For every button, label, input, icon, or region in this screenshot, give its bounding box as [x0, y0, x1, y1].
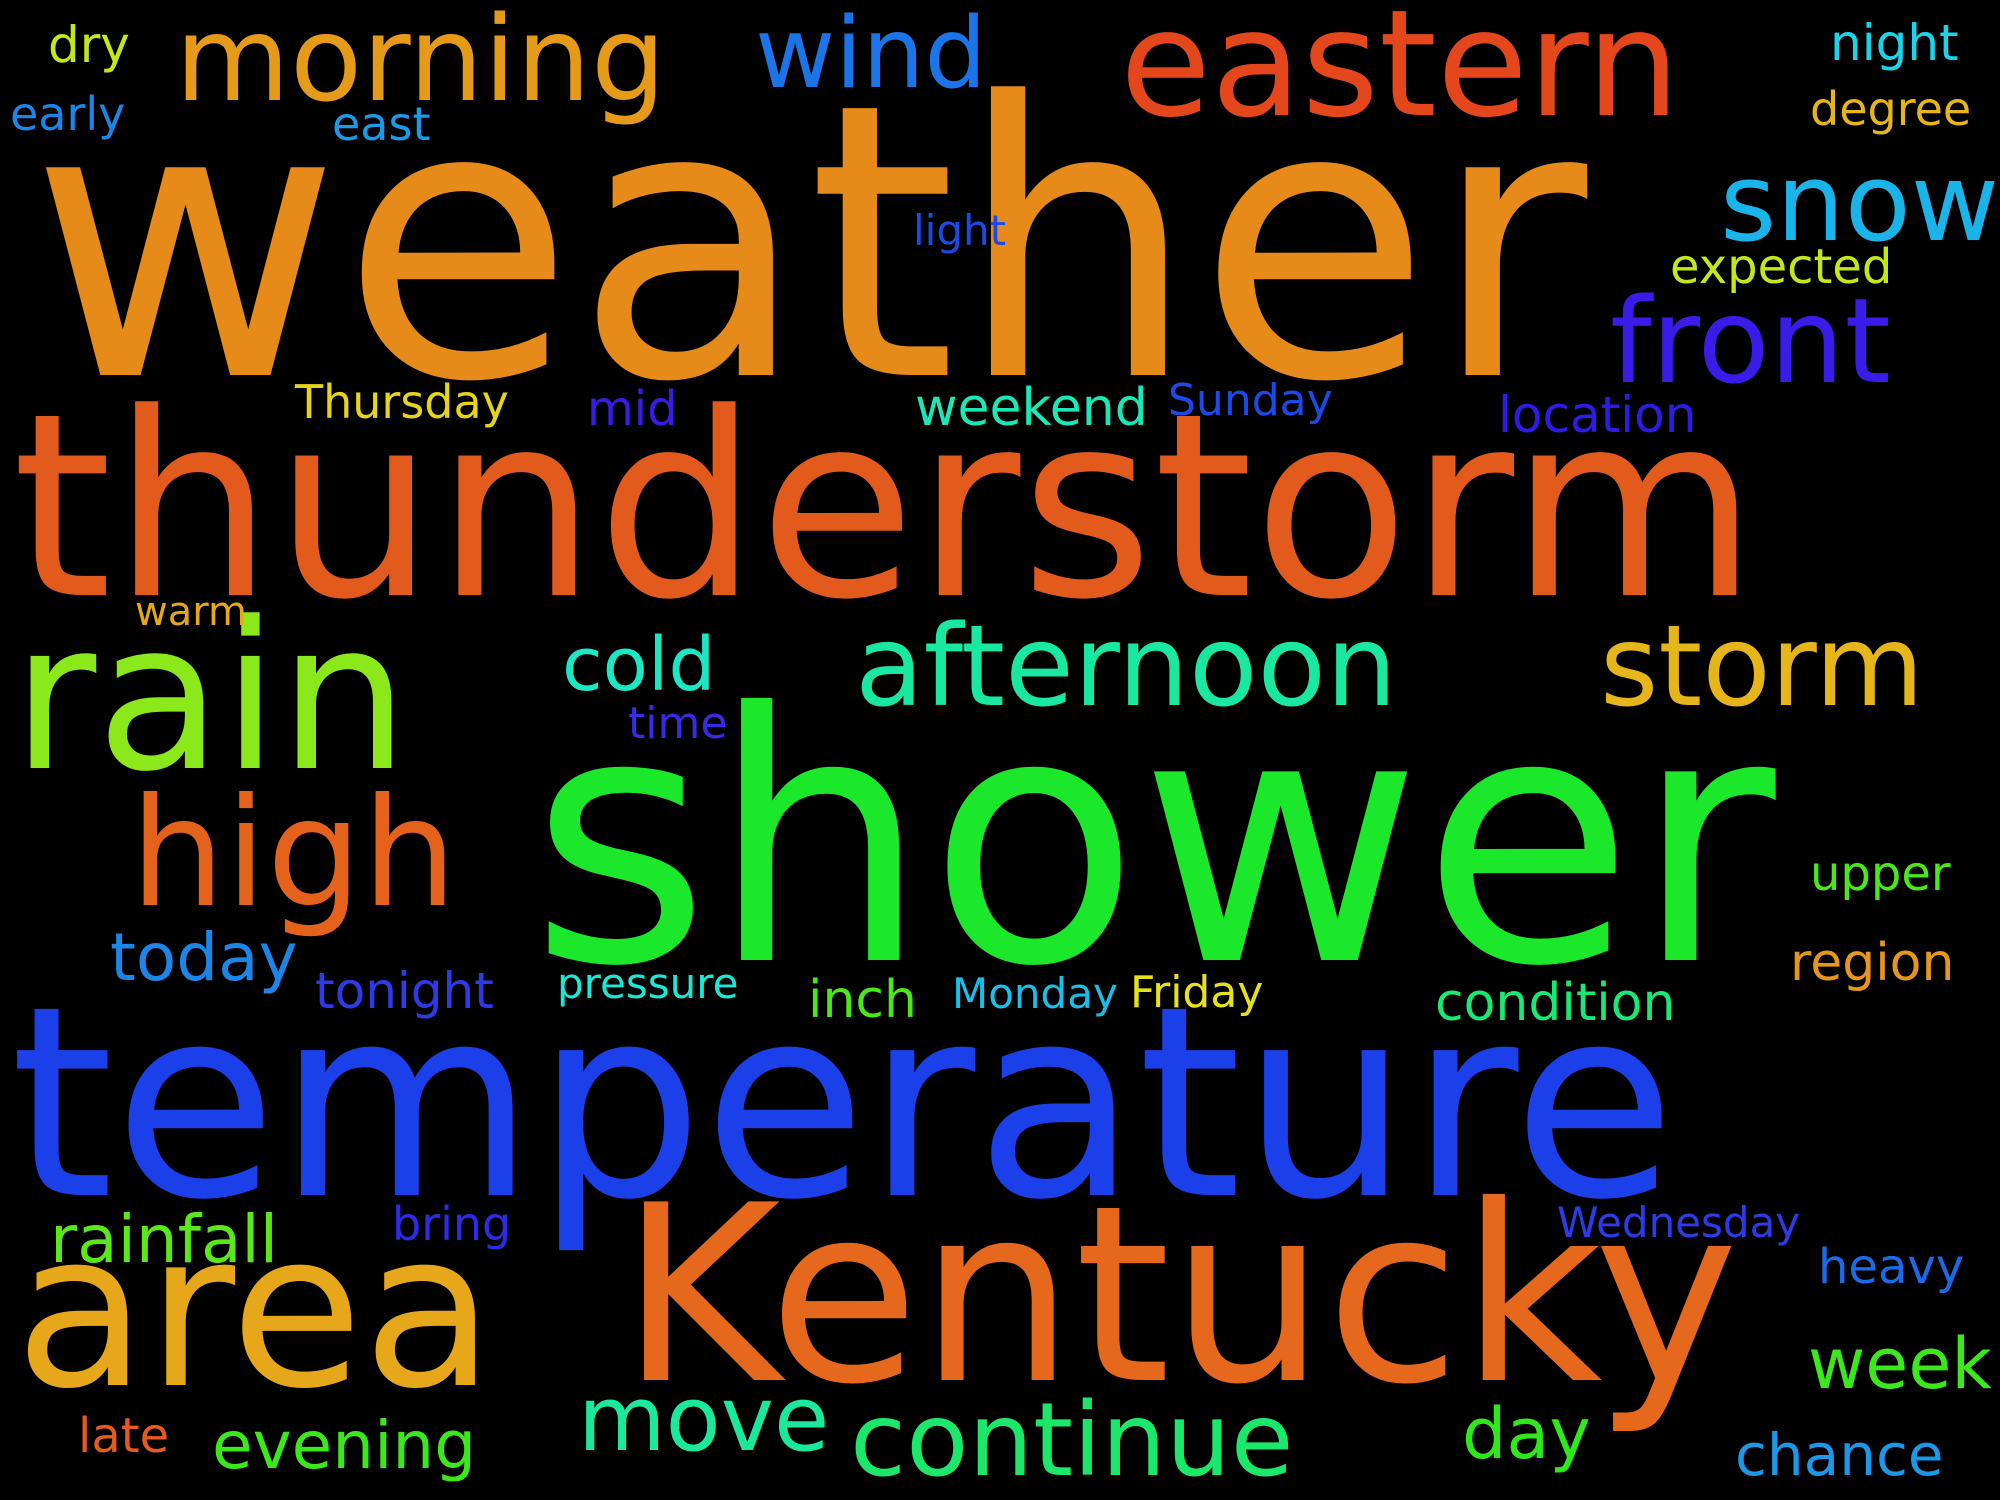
- word-evening: evening: [212, 1407, 476, 1484]
- word-temperature: temperature: [10, 950, 1676, 1258]
- word-friday: Friday: [1130, 967, 1263, 1018]
- word-chance: chance: [1735, 1421, 1944, 1489]
- word-degree: degree: [1810, 82, 1971, 136]
- word-week: week: [1808, 1323, 1992, 1405]
- word-time: time: [628, 698, 727, 749]
- word-move: move: [578, 1367, 829, 1472]
- word-late: late: [78, 1408, 169, 1464]
- word-morning: morning: [175, 0, 666, 128]
- word-monday: Monday: [952, 969, 1118, 1018]
- word-location: location: [1498, 386, 1696, 444]
- word-snow: snow: [1720, 141, 1999, 266]
- word-front: front: [1610, 272, 1891, 410]
- word-east: east: [332, 97, 431, 151]
- word-kentucky: Kentucky: [620, 1153, 1739, 1438]
- word-early: early: [10, 87, 125, 141]
- word-today: today: [110, 919, 298, 996]
- word-heavy: heavy: [1818, 1239, 1964, 1295]
- word-cold: cold: [562, 622, 716, 708]
- word-wind: wind: [755, 0, 987, 111]
- word-weather: weather: [30, 22, 1591, 465]
- word-wednesday: Wednesday: [1557, 1198, 1800, 1247]
- word-region: region: [1790, 933, 1954, 993]
- word-day: day: [1462, 1393, 1591, 1475]
- word-inch: inch: [808, 970, 917, 1030]
- word-bring: bring: [392, 1197, 511, 1251]
- word-area: area: [15, 1185, 494, 1436]
- word-sunday: Sunday: [1168, 375, 1333, 426]
- word-shower: shower: [530, 641, 1779, 1042]
- word-high: high: [130, 767, 457, 941]
- word-thunderstorm: thunderstorm: [12, 359, 1758, 656]
- word-weekend: weekend: [915, 378, 1148, 438]
- word-continue: continue: [850, 1381, 1294, 1500]
- word-rainfall: rainfall: [50, 1201, 278, 1278]
- word-rain: rain: [12, 579, 409, 817]
- word-thursday: Thursday: [294, 375, 509, 429]
- word-mid: mid: [587, 381, 678, 437]
- word-pressure: pressure: [557, 959, 738, 1008]
- word-light: light: [913, 206, 1006, 255]
- word-expected: expected: [1670, 239, 1892, 295]
- word-storm: storm: [1600, 602, 1924, 732]
- word-night: night: [1830, 14, 1959, 72]
- word-warm: warm: [135, 589, 247, 635]
- word-afternoon: afternoon: [855, 602, 1397, 732]
- word-upper: upper: [1810, 846, 1951, 902]
- word-dry: dry: [48, 16, 130, 74]
- word-condition: condition: [1435, 973, 1675, 1033]
- word-eastern: eastern: [1120, 0, 1680, 150]
- word-tonight: tonight: [315, 962, 494, 1020]
